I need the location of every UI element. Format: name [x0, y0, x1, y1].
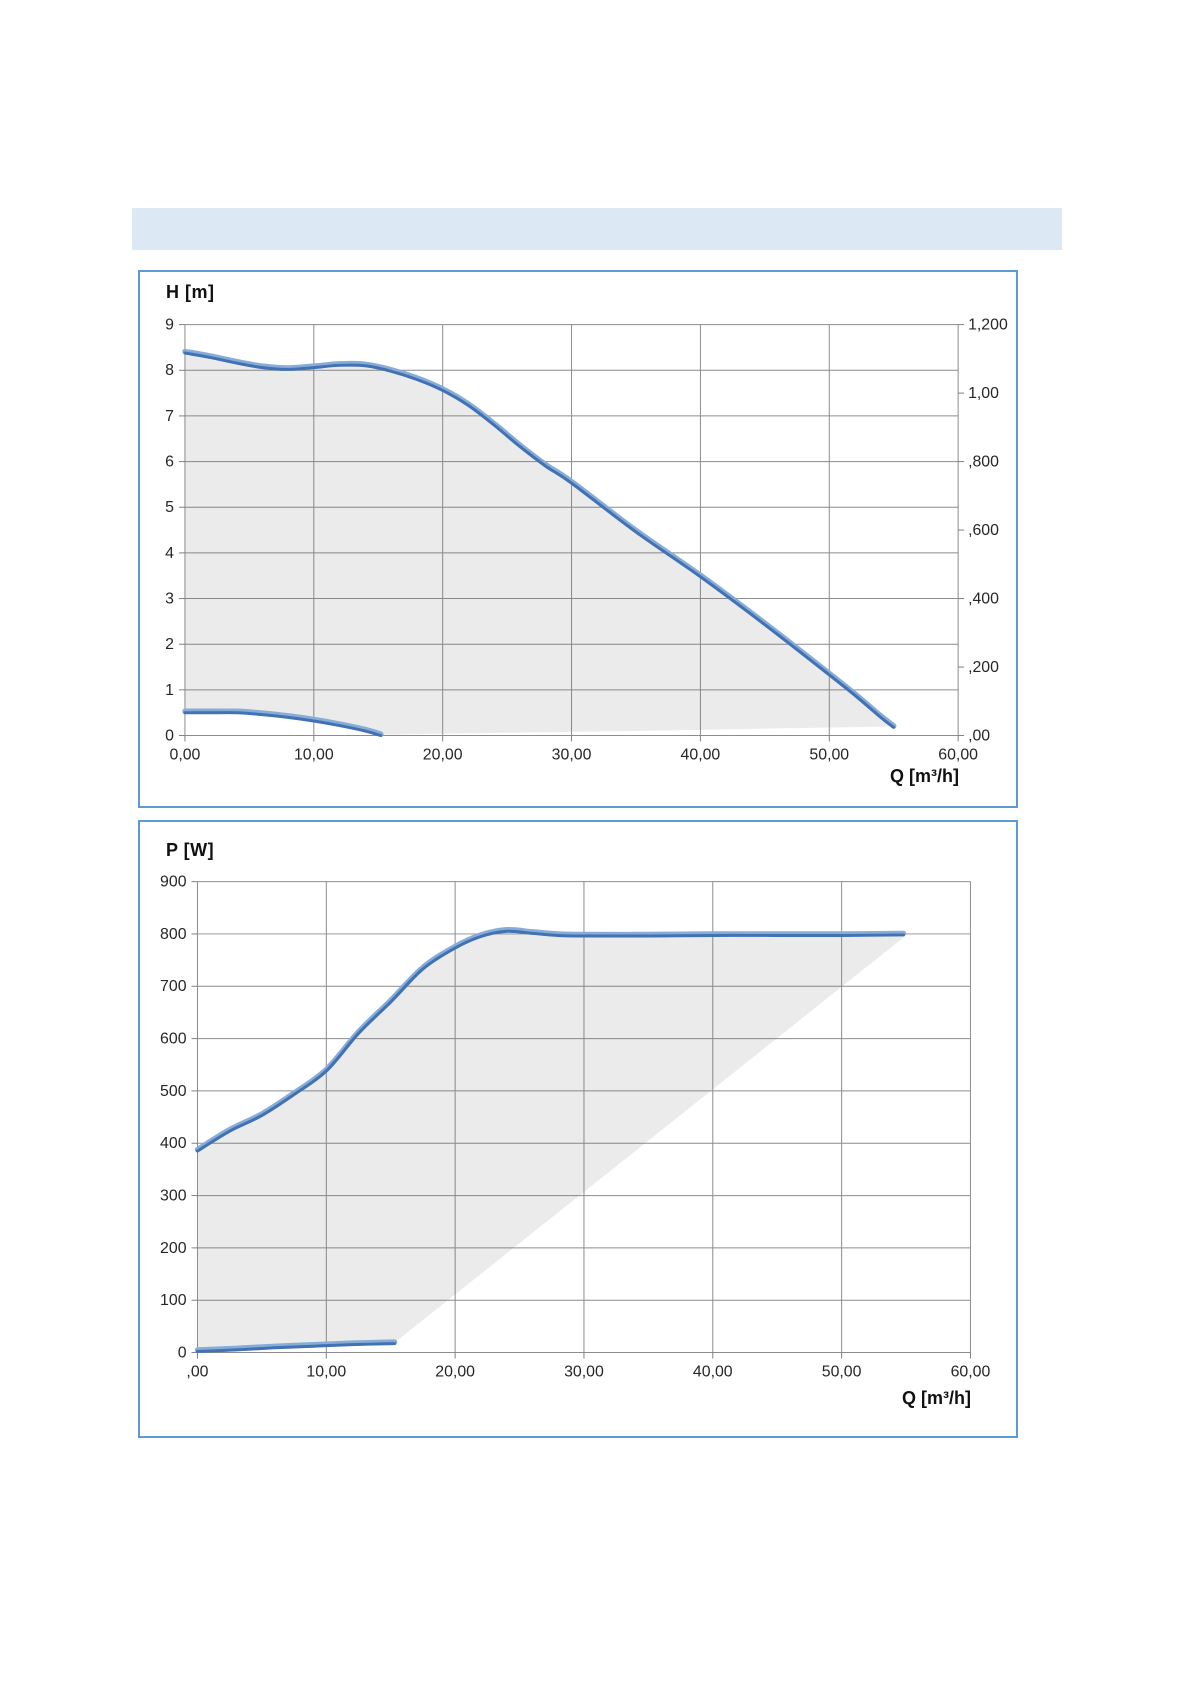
y-right-tick-label: ,00 [968, 727, 990, 744]
min-speed-power-curve [195, 1342, 397, 1353]
y-tick-label: 0 [178, 1345, 187, 1362]
y-tick-label: 800 [160, 926, 187, 943]
y-right-tick-label: ,800 [968, 454, 999, 471]
x-tick-label: 40,00 [681, 746, 721, 763]
power-flow-chart-canvas: ,00 10,00 20,00 30,00 40,00 50,00 60,00 900 800 7… [160, 874, 991, 1381]
y-tick-label: 500 [160, 1083, 187, 1100]
header-band [132, 208, 1062, 250]
chart-title: H [m] [166, 282, 215, 302]
x-tick-label: 0,00 [169, 746, 200, 763]
y-tick-label: 0 [165, 727, 174, 744]
head-flow-chart-canvas: 0,00 10,00 20,00 30,00 40,00 50,00 60,00987654… [165, 317, 1008, 764]
min-speed-head-curve [183, 711, 383, 738]
max-speed-power-curve [195, 929, 905, 1153]
y-tick-label: 5 [165, 499, 174, 516]
y-tick-label: 200 [160, 1240, 187, 1257]
operating-envelope [184, 352, 894, 735]
y-right-tick-label: 1,00 [968, 385, 999, 402]
y-tick-label: 4 [165, 545, 174, 562]
y-tick-label: 6 [165, 454, 174, 471]
x-tick-label: 60,00 [951, 1363, 991, 1380]
y-tick-label: 7 [165, 408, 174, 425]
y-right-tick-label: 1,200 [968, 317, 1008, 334]
y-tick-label: 9 [165, 317, 174, 334]
y-tick-label: 900 [160, 874, 187, 891]
x-tick-label: 10,00 [306, 1363, 346, 1380]
x-axis-label: Q [m³/h] [890, 766, 959, 786]
x-tick-label: 30,00 [564, 1363, 604, 1380]
max-speed-head-curve [183, 351, 896, 729]
y-tick-label: 700 [160, 978, 187, 995]
operating-envelope [197, 930, 904, 1351]
x-tick-label: 20,00 [423, 746, 463, 763]
x-tick-label: 20,00 [435, 1363, 475, 1380]
chart-title: P [W] [166, 840, 215, 860]
y-right-tick-label: ,600 [968, 522, 999, 539]
x-tick-label: ,00 [186, 1363, 208, 1380]
head-flow-chart: 0,00 10,00 20,00 30,00 40,00 50,00 60,00 9 8 7 6 5 4… [138, 270, 1018, 808]
x-tick-label: 50,00 [809, 746, 849, 763]
y-tick-label: 600 [160, 1031, 187, 1048]
y-tick-label: 8 [165, 362, 174, 379]
y-tick-label: 400 [160, 1135, 187, 1152]
x-tick-label: 10,00 [294, 746, 334, 763]
y-tick-label: 300 [160, 1188, 187, 1205]
power-flow-chart: ,00 10,00 20,00 30,00 40,00 50,00 60,00 900 800 7… [138, 820, 1018, 1438]
y-tick-label: 2 [165, 636, 174, 653]
y-tick-label: 100 [160, 1292, 187, 1309]
y-right-tick-label: ,200 [968, 659, 999, 676]
x-tick-label: 30,00 [552, 746, 592, 763]
y-right-tick-label: ,400 [968, 591, 999, 608]
x-tick-label: 40,00 [693, 1363, 733, 1380]
x-tick-label: 50,00 [822, 1363, 862, 1380]
x-axis-label: Q [m³/h] [902, 1388, 971, 1408]
y-tick-label: 3 [165, 591, 174, 608]
x-tick-label: 60,00 [938, 746, 978, 763]
y-tick-label: 1 [165, 682, 174, 699]
